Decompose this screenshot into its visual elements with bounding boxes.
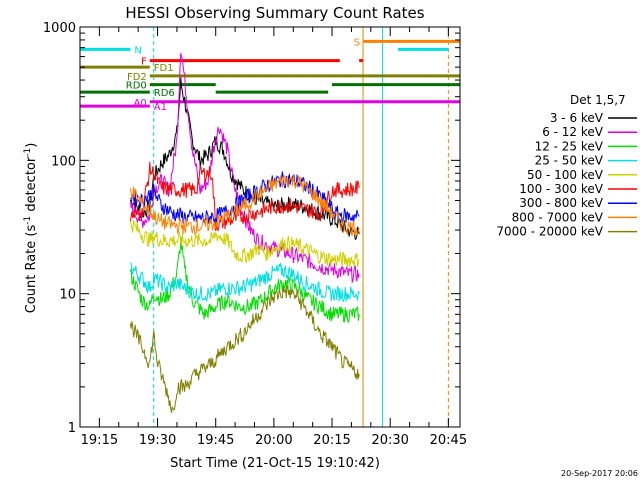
state-bar-label: N [134,45,141,56]
x-tick-label: 20:15 [313,433,350,448]
x-tick-label: 20:30 [371,433,408,448]
x-tick-label: 19:30 [139,433,176,448]
y-tick-label: 100 [51,154,76,169]
state-bar-label: FD2 [127,72,147,83]
y-axis-label-sup: -1 [23,216,33,225]
legend-label: 50 - 100 keV [527,168,604,182]
state-bar-label: RD6 [154,88,175,99]
legend-title: Det 1,5,7 [570,93,626,107]
y-axis-label: Count Rate (s-1 detector-1) [23,143,39,314]
legend-label: 7000 - 20000 keV [496,225,603,239]
y-axis-label-part: Count Rate (s [24,225,39,314]
series-line [129,236,360,324]
x-tick-label: 19:15 [81,433,118,448]
series-line [129,161,360,232]
series-line [129,174,360,237]
y-axis-label-part: ) [24,143,39,148]
y-tick-label: 10 [59,288,76,303]
state-bar-label: F [141,57,147,68]
state-bar-label: A1 [154,102,167,113]
y-tick-label: 1 [68,421,76,436]
legend-label: 800 - 7000 keV [512,210,604,224]
legend-label: 300 - 800 keV [519,196,603,210]
x-tick-label: 19:45 [197,433,234,448]
state-bar-label: A0 [134,98,147,109]
series-line [129,284,360,413]
chart-title: HESSI Observing Summary Count Rates [125,4,424,22]
legend-label: 100 - 300 keV [519,182,603,196]
y-axis-label-part: detector [24,156,39,216]
legend-label: 3 - 6 keV [550,111,604,125]
plot-frame [79,26,461,428]
y-axis-label-sup: -1 [23,148,33,157]
x-tick-label: 20:00 [255,433,292,448]
legend-label: 12 - 25 keV [535,139,604,153]
legend-label: 6 - 12 keV [542,125,604,139]
state-bar-label: FD1 [154,63,174,74]
series-line [129,219,360,268]
state-bar-label: RD0 [126,81,147,92]
x-axis-label: Start Time (21-Oct-15 19:10:42) [170,456,380,471]
timestamp-label: 20-Sep-2017 20:06 [561,469,638,478]
x-tick-label: 20:45 [430,433,467,448]
state-bar-label: S [354,37,360,48]
y-tick-label: 1000 [43,21,76,36]
legend-label: 25 - 50 keV [535,154,604,168]
series-line [130,262,360,303]
